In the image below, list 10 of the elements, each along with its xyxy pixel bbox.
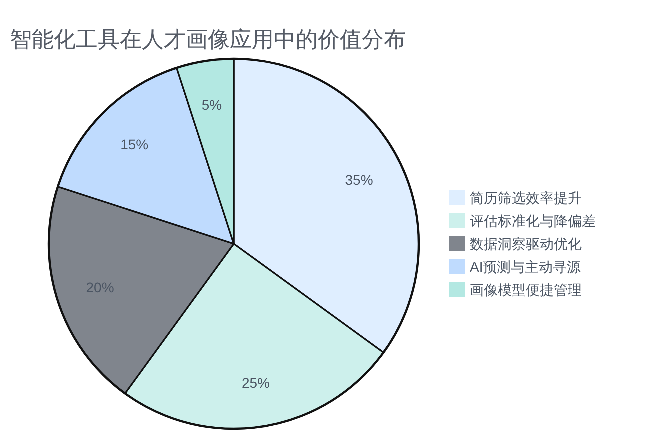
legend-label: 数据洞察驱动优化 [470, 236, 582, 252]
data-label: 5% [202, 97, 222, 114]
chart-title: 智能化工具在人才画像应用中的价值分布 [10, 27, 406, 52]
legend-label: 画像模型便捷管理 [470, 282, 582, 298]
data-label: 25% [242, 374, 270, 391]
legend-label: 评估标准化与降偏差 [470, 213, 596, 229]
data-label: 35% [345, 172, 374, 188]
data-label: 15% [120, 136, 149, 153]
legend-label: 简历筛选效率提升 [470, 190, 582, 206]
legend-label: AI预测与主动寻源 [470, 259, 582, 275]
